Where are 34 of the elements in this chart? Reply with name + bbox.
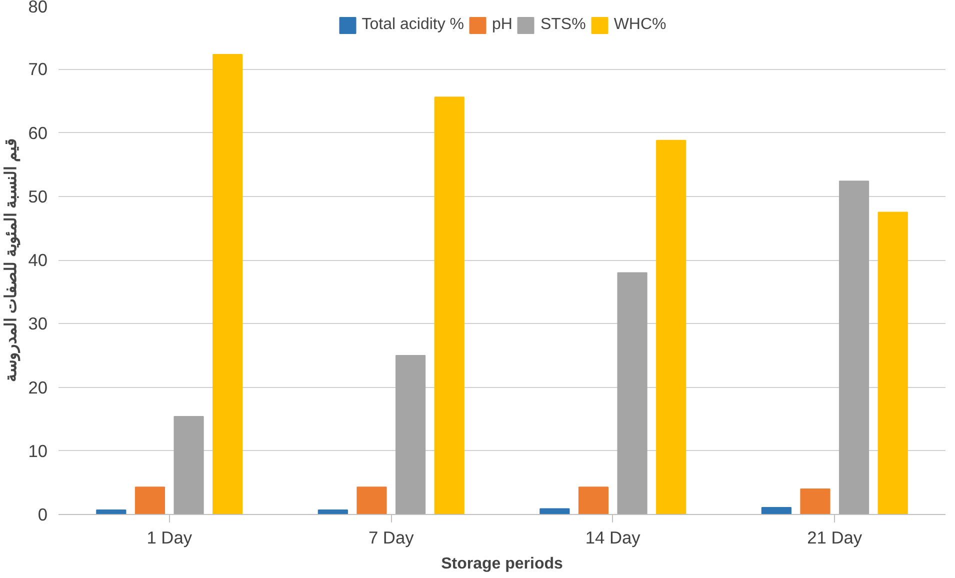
bar — [318, 510, 348, 514]
legend-label: pH — [492, 16, 512, 34]
bar — [617, 272, 648, 514]
y-tick-label: 70 — [28, 59, 48, 80]
bar — [656, 140, 686, 514]
y-tick-label: 50 — [28, 186, 48, 206]
legend-label: STS% — [540, 16, 586, 34]
y-tick-label: 0 — [38, 504, 48, 524]
bar — [174, 416, 204, 514]
bar — [212, 54, 243, 514]
bar — [800, 488, 830, 514]
x-tick-label: 7 Day — [368, 528, 414, 548]
y-tick-label: 10 — [28, 440, 48, 461]
bar — [434, 96, 464, 514]
y-tick-label: 60 — [28, 122, 48, 143]
bar — [878, 212, 908, 514]
y-tick-label: 30 — [28, 314, 48, 334]
bar — [134, 486, 166, 514]
y-axis-title: قيم النسبة المئوية للصفات المدروسة — [3, 138, 22, 382]
legend-label: WHC% — [614, 16, 666, 34]
x-tick-label: 14 Day — [585, 528, 641, 548]
bar — [578, 486, 609, 514]
y-tick-label: 80 — [28, 0, 48, 16]
y-tick-label: 20 — [28, 377, 48, 398]
bar — [96, 510, 126, 514]
x-tick-label: 21 Day — [807, 528, 862, 548]
x-axis-title: Storage periods — [441, 556, 564, 572]
bar — [395, 354, 426, 514]
x-tick-label: 1 Day — [146, 528, 192, 548]
legend-label: Total acidity % — [362, 16, 464, 34]
bar — [838, 180, 870, 514]
y-tick-label: 40 — [28, 250, 48, 270]
bar — [356, 486, 387, 514]
bar — [761, 507, 792, 514]
